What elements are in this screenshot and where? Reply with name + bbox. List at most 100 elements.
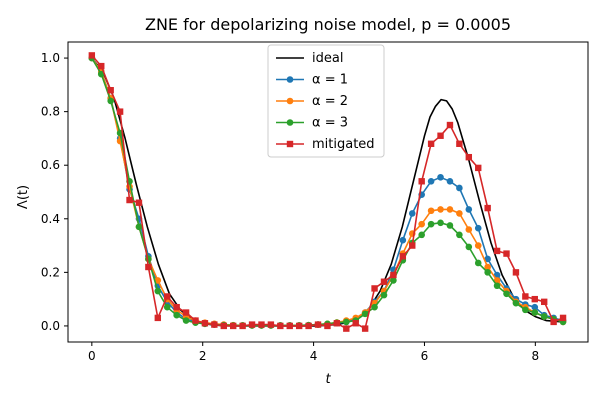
data-point — [267, 321, 275, 328]
data-point — [361, 310, 369, 318]
data-point — [503, 250, 510, 257]
data-point — [182, 317, 190, 324]
plot-area — [67, 41, 589, 343]
y-tick-label: 0.2 — [41, 265, 60, 279]
data-point — [437, 219, 444, 227]
series-layer — [88, 52, 567, 332]
data-point — [409, 242, 416, 249]
data-point — [220, 322, 227, 330]
legend-item: mitigated — [276, 137, 375, 152]
data-point — [493, 247, 501, 255]
x-tick-label: 0 — [88, 349, 96, 363]
x-tick-label: 4 — [310, 349, 318, 363]
data-point — [456, 140, 463, 147]
data-point — [88, 52, 96, 59]
data-point — [446, 121, 454, 129]
data-point — [446, 177, 454, 185]
data-point — [98, 62, 105, 70]
y-axis-label: Λ(t) — [16, 185, 31, 209]
data-point — [484, 263, 491, 271]
legend-box — [267, 44, 385, 158]
data-point — [286, 322, 293, 330]
data-point — [107, 87, 114, 94]
data-point — [314, 321, 322, 328]
data-point — [97, 70, 105, 78]
data-point — [427, 177, 435, 185]
x-tick-label: 2 — [199, 349, 207, 363]
data-point — [559, 314, 567, 322]
data-point — [484, 204, 491, 212]
data-point — [484, 255, 491, 263]
chart-title: ZNE for depolarizing noise model, p = 0.… — [145, 15, 511, 34]
data-point — [343, 325, 350, 332]
y-tick-label: 0.6 — [41, 158, 60, 172]
data-point — [154, 314, 162, 322]
data-point — [239, 322, 246, 330]
data-point — [154, 277, 162, 284]
data-point — [201, 320, 209, 327]
series-5 — [88, 52, 567, 332]
legend-label: ideal — [312, 51, 343, 66]
data-point — [192, 317, 199, 324]
legend-item: α = 3 — [276, 116, 348, 131]
legend-label: α = 1 — [312, 73, 348, 88]
data-point — [361, 325, 369, 332]
data-point — [211, 321, 218, 328]
legend-item: α = 1 — [276, 73, 348, 88]
x-tick-label: 8 — [532, 349, 540, 363]
data-point — [465, 206, 473, 213]
data-point — [380, 278, 388, 285]
data-point — [474, 259, 482, 267]
data-point — [126, 196, 133, 204]
data-point — [333, 320, 341, 327]
data-point — [390, 277, 397, 284]
data-point — [522, 306, 529, 314]
x-axis: 0 2 4 6 8 — [88, 342, 539, 363]
legend-label: α = 3 — [312, 116, 348, 131]
data-point — [258, 321, 265, 328]
y-tick-label: 0.8 — [41, 105, 60, 119]
data-point — [550, 318, 557, 326]
data-point — [446, 222, 454, 229]
data-point — [531, 303, 539, 311]
data-point — [342, 318, 350, 326]
legend-marker — [286, 119, 294, 126]
data-point — [484, 269, 491, 276]
data-point — [456, 210, 463, 217]
data-point — [493, 282, 501, 290]
data-point — [540, 313, 548, 320]
legend-label: α = 2 — [312, 94, 348, 109]
data-point — [145, 263, 152, 271]
data-point — [154, 287, 162, 295]
legend-item: ideal — [276, 51, 343, 66]
data-point — [418, 220, 425, 228]
data-point — [305, 322, 312, 330]
data-point — [116, 108, 124, 115]
series-1 — [91, 57, 564, 327]
x-axis-label: t — [325, 372, 331, 387]
data-point — [427, 140, 435, 147]
data-point — [371, 303, 378, 311]
data-point — [164, 293, 171, 300]
data-point — [182, 309, 190, 316]
data-point — [503, 290, 510, 298]
data-point — [456, 231, 463, 239]
y-tick-label: 1.0 — [41, 51, 60, 65]
data-point — [248, 321, 256, 328]
data-point — [145, 255, 152, 263]
data-point — [531, 309, 539, 316]
y-tick-label: 0.4 — [41, 212, 60, 226]
data-point — [437, 132, 444, 139]
series-line — [91, 57, 564, 327]
data-point — [418, 231, 425, 239]
data-point — [352, 320, 359, 327]
data-point — [512, 299, 520, 307]
legend-marker — [286, 76, 294, 83]
x-tick-label: 6 — [421, 349, 429, 363]
data-point — [277, 322, 284, 330]
data-point — [427, 220, 435, 228]
data-point — [522, 293, 529, 300]
data-point — [371, 285, 378, 292]
axes-frame — [67, 41, 589, 343]
